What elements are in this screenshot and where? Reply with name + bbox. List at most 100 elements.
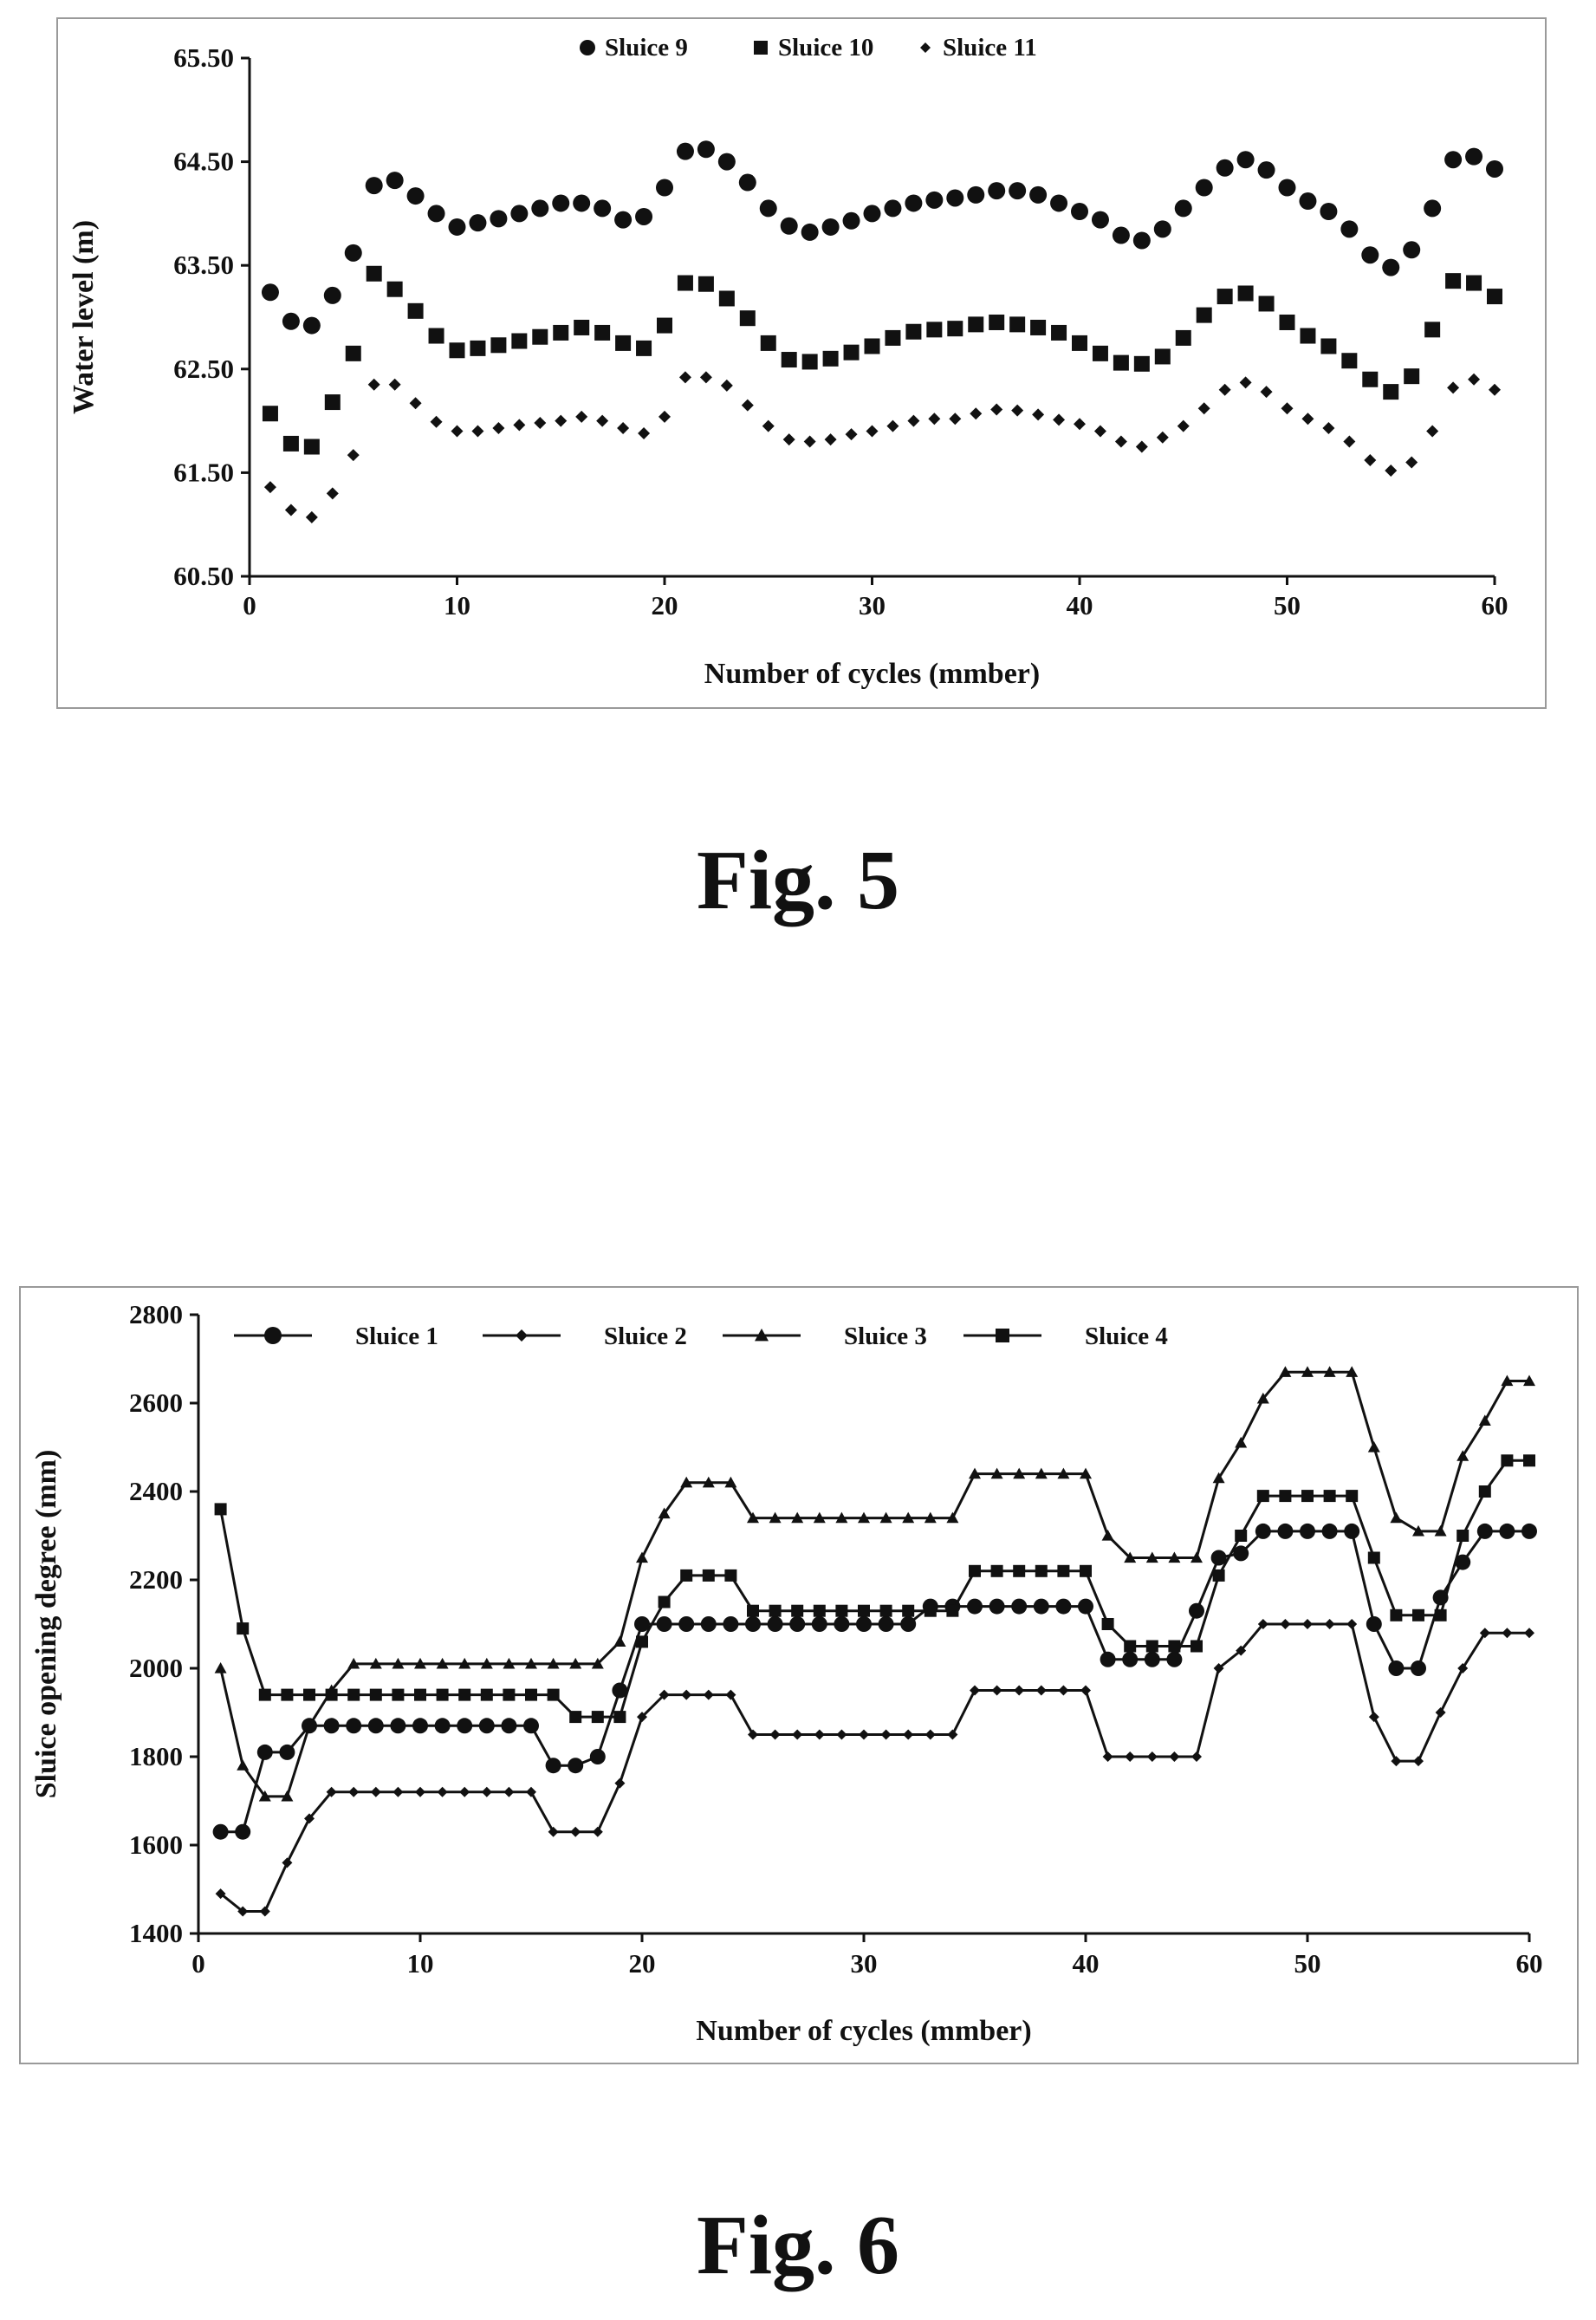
data-point	[1344, 1523, 1360, 1539]
data-point	[1301, 1366, 1314, 1377]
data-point	[739, 310, 756, 327]
data-point	[1367, 1441, 1380, 1452]
x-tick-label: 0	[191, 1948, 205, 1979]
data-point	[369, 1688, 382, 1701]
data-point	[303, 1719, 315, 1731]
y-tick-label: 1800	[129, 1741, 183, 1771]
x-tick-label: 40	[1073, 1948, 1100, 1979]
data-point	[658, 1507, 671, 1519]
data-point	[1124, 1551, 1137, 1563]
data-point	[344, 244, 362, 262]
data-point	[1435, 1707, 1446, 1718]
data-point	[747, 1511, 759, 1524]
data-point	[1403, 241, 1421, 259]
data-point	[553, 324, 569, 341]
y-tick-label: 2400	[129, 1476, 183, 1506]
data-point	[760, 335, 776, 351]
data-point	[1277, 1523, 1294, 1539]
data-point	[323, 286, 341, 304]
data-point	[1366, 1616, 1382, 1632]
data-point	[1237, 285, 1254, 302]
data-point	[769, 1511, 782, 1524]
data-point	[1523, 1374, 1535, 1387]
data-point	[858, 1511, 870, 1524]
data-point	[811, 1616, 827, 1632]
data-point	[789, 1616, 806, 1632]
data-point	[1524, 1628, 1534, 1639]
data-point	[1212, 1472, 1225, 1484]
data-point	[905, 194, 923, 212]
data-point	[326, 1786, 337, 1797]
data-point	[924, 1604, 937, 1617]
data-point	[1323, 1490, 1336, 1503]
data-point	[1322, 421, 1335, 434]
data-point	[678, 1616, 695, 1632]
sluice-opening-chart: 1400 1600 1800 2000 2200 2400 2600 2800 0 10 20 30 4…	[19, 1286, 1579, 2064]
data-point	[1457, 1663, 1469, 1673]
data-point	[415, 1786, 425, 1797]
data-point	[1080, 1564, 1092, 1577]
data-point	[214, 1503, 227, 1516]
data-point	[681, 1689, 692, 1700]
legend-marker	[755, 1329, 769, 1342]
data-point	[700, 1616, 717, 1632]
data-point	[1255, 1523, 1271, 1539]
data-point	[326, 487, 339, 500]
data-point	[1390, 1608, 1403, 1621]
data-point	[717, 153, 736, 171]
data-point	[947, 321, 963, 337]
y-tick-label: 2600	[129, 1387, 183, 1418]
data-point	[1166, 1651, 1183, 1667]
data-point	[1281, 402, 1294, 415]
data-point	[879, 1604, 892, 1617]
data-point	[1125, 1751, 1136, 1762]
legend-label: Sluice 2	[604, 1322, 687, 1350]
data-point	[386, 172, 404, 190]
data-point	[1341, 353, 1358, 369]
data-point	[258, 1688, 271, 1701]
data-point	[367, 1718, 384, 1734]
data-point	[1388, 1660, 1405, 1676]
data-point	[990, 1467, 1003, 1479]
y-tick-label: 2800	[129, 1299, 183, 1329]
series-sluice-4	[214, 1454, 1535, 1724]
data-point	[212, 1823, 229, 1840]
data-point	[1191, 1551, 1203, 1563]
chart-frame	[19, 1286, 1579, 2064]
data-point	[347, 1688, 360, 1701]
data-point	[1260, 386, 1273, 399]
data-point	[406, 187, 425, 205]
data-point	[1278, 179, 1296, 197]
data-point	[1014, 1685, 1025, 1696]
data-point	[1210, 1550, 1227, 1566]
data-point	[925, 1729, 936, 1740]
data-point	[637, 1712, 647, 1723]
data-point	[1301, 1490, 1314, 1503]
data-point	[1346, 1490, 1359, 1503]
data-point	[907, 414, 920, 427]
data-point	[969, 1564, 981, 1577]
data-point	[903, 1729, 914, 1740]
data-point	[702, 1569, 715, 1582]
data-point	[448, 218, 466, 236]
data-point	[677, 275, 693, 291]
data-point	[656, 179, 673, 197]
data-point	[659, 1689, 670, 1700]
data-point	[1168, 1640, 1181, 1653]
data-point	[968, 316, 984, 333]
data-point	[366, 265, 382, 282]
data-point	[1367, 1551, 1380, 1564]
data-point	[612, 1682, 628, 1699]
data-point	[905, 323, 922, 340]
data-point	[1113, 354, 1129, 371]
data-point	[725, 1689, 736, 1700]
data-point	[925, 191, 944, 209]
data-point	[1013, 1467, 1026, 1479]
data-point	[1235, 1436, 1248, 1448]
data-point	[459, 1786, 470, 1797]
data-point	[575, 410, 588, 423]
data-point	[1133, 355, 1150, 372]
data-point	[569, 1711, 582, 1724]
legend-label: Sluice 11	[943, 34, 1037, 62]
data-point	[1011, 1598, 1028, 1615]
